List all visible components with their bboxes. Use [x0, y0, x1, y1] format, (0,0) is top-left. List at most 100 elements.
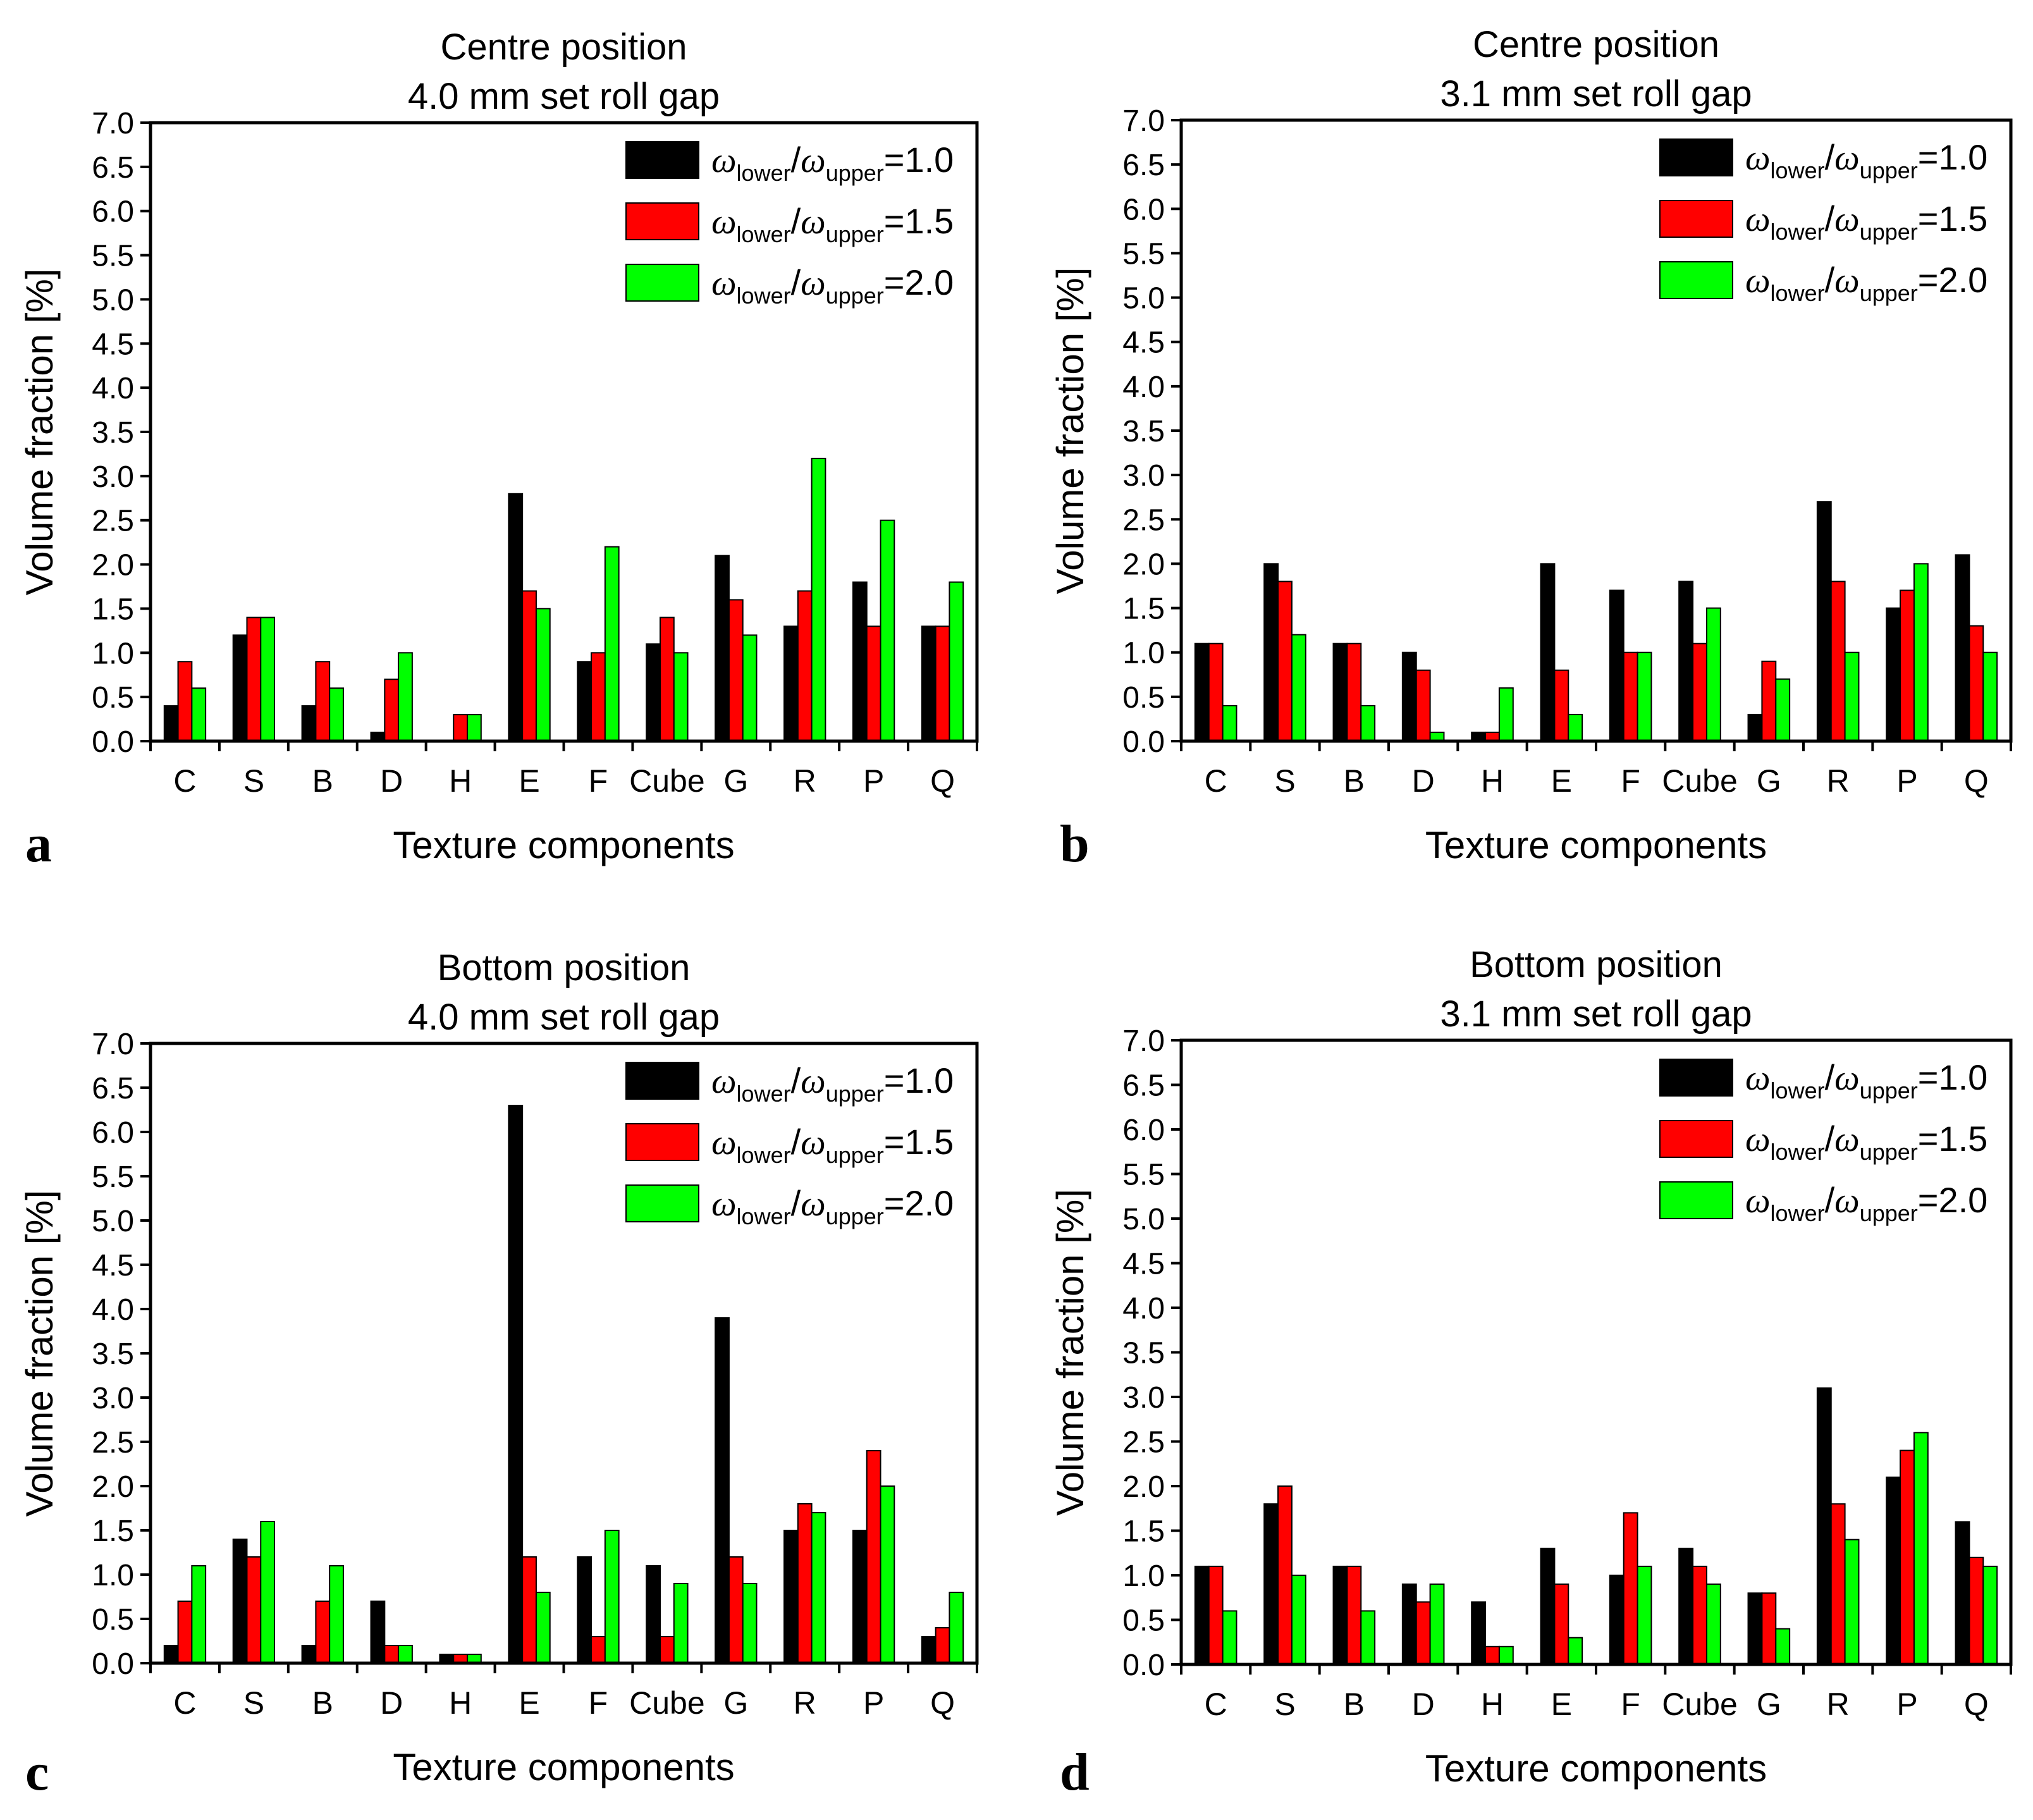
bar-F-series2 [591, 652, 606, 742]
bar-R-series3 [811, 1512, 826, 1664]
y-tick-label: 5.0 [1122, 1203, 1165, 1236]
bar-G-series3 [742, 1583, 758, 1664]
x-axis-label: Texture components [393, 824, 734, 866]
x-tick-label-D: D [380, 1685, 403, 1721]
x-tick-label-P: P [1896, 1687, 1917, 1722]
legend-label-series2: ωlower/ωupper=1.5 [711, 1122, 954, 1168]
y-tick-label: 3.5 [1122, 415, 1165, 448]
bar-H-series2 [453, 714, 469, 742]
panel-letter: c [25, 1743, 49, 1802]
bar-E-series2 [522, 590, 537, 742]
bar-Q-series2 [1969, 625, 1984, 742]
legend-omega: ω [801, 1184, 826, 1224]
x-tick-label-C: C [173, 763, 196, 799]
bar-B-series3 [329, 687, 344, 742]
bar-C-series1 [1194, 1565, 1210, 1665]
x-tick-label-S: S [243, 763, 264, 799]
legend-label-series1: ωlower/ωupper=1.0 [1745, 137, 1987, 183]
bar-F-series1 [577, 661, 593, 742]
legend-sub-upper: upper [1860, 280, 1918, 306]
bar-D-series1 [1401, 651, 1417, 742]
bar-P-series1 [1886, 1476, 1901, 1665]
bar-P-series2 [866, 1450, 881, 1664]
legend: ωlower/ωupper=1.0ωlower/ωupper=1.5ωlower… [625, 1061, 954, 1229]
bar-C-series2 [1208, 1565, 1224, 1665]
x-tick-label-H: H [449, 763, 472, 799]
legend-swatch-series1 [1659, 1059, 1733, 1097]
legend-omega: ω [711, 1062, 737, 1101]
bar-S-series3 [260, 617, 276, 742]
legend-sub-upper: upper [1860, 1139, 1918, 1165]
bar-D-series3 [398, 1645, 413, 1664]
legend-sub-lower: lower [1771, 1139, 1825, 1165]
x-tick-label-F: F [1621, 1687, 1640, 1722]
bar-P-series3 [1913, 1432, 1929, 1665]
bar-R-series2 [1830, 581, 1846, 742]
y-tick-label: 3.0 [1122, 1381, 1165, 1415]
legend-swatch-series2 [1659, 1120, 1733, 1158]
y-tick-label: 0.0 [92, 725, 134, 759]
bar-E-series3 [535, 608, 551, 742]
chart-title-line2: 3.1 mm set roll gap [1440, 993, 1752, 1035]
x-tick-label-B: B [312, 1685, 333, 1721]
x-tick-label-Cube: Cube [1662, 1687, 1738, 1722]
bar-B-series2 [1346, 643, 1362, 742]
bar-D-series2 [1415, 669, 1431, 742]
legend-slash: / [1825, 1057, 1835, 1097]
x-axis-label: Texture components [393, 1746, 734, 1788]
bar-Q-series3 [1982, 651, 1998, 742]
bar-R-series2 [1830, 1503, 1846, 1665]
bar-P-series2 [1900, 589, 1915, 742]
y-tick-label: 6.0 [1122, 1114, 1165, 1147]
legend-sub-upper: upper [826, 283, 884, 309]
plot-frame [1179, 1038, 2013, 1666]
y-axis-label: Volume fraction [%] [1049, 1189, 1091, 1516]
y-tick-label: 1.5 [1122, 1515, 1165, 1549]
bar-E-series1 [1540, 563, 1556, 742]
y-tick-label: 0.0 [1122, 1649, 1165, 1682]
legend-label-series2: ωlower/ωupper=1.5 [1745, 1119, 1987, 1165]
bar-F-series2 [591, 1636, 606, 1664]
legend-swatch-series3 [625, 264, 699, 302]
y-tick-label: 1.0 [1122, 1559, 1165, 1593]
bar-P-series2 [1900, 1449, 1915, 1666]
x-tick-label-E: E [1551, 763, 1572, 799]
x-axis-label: Texture components [1425, 824, 1767, 866]
legend-swatch-series3 [1659, 1181, 1733, 1219]
y-axis-label: Volume fraction [%] [1049, 267, 1091, 594]
legend-omega: ω [801, 264, 826, 303]
bar-G-series2 [728, 1556, 744, 1664]
bar-Q-series1 [1955, 554, 1970, 742]
x-tick-label-B: B [1344, 763, 1365, 799]
legend-swatch-series1 [1659, 138, 1733, 176]
bar-Q-series2 [935, 625, 950, 742]
y-tick-label: 1.5 [92, 1515, 134, 1548]
legend-sub-lower: lower [737, 1142, 791, 1168]
bar-R-series1 [783, 625, 799, 742]
legend-omega: ω [1745, 200, 1771, 239]
x-tick-label-D: D [1412, 763, 1435, 799]
bar-R-series1 [783, 1530, 799, 1664]
x-tick-label-G: G [723, 1685, 748, 1721]
panel-letter: a [25, 815, 52, 873]
legend-sub-upper: upper [826, 1142, 884, 1168]
bar-E-series2 [1554, 669, 1569, 742]
legend-sub-lower: lower [1771, 157, 1825, 183]
bar-C-series2 [177, 1601, 193, 1664]
y-tick-label: 0.5 [1122, 681, 1165, 715]
x-tick-label-Q: Q [930, 1685, 955, 1721]
legend-label-series1: ωlower/ωupper=1.0 [711, 1061, 954, 1107]
chart-title-line1: Centre position [1473, 24, 1719, 65]
legend-swatch-series3 [1659, 261, 1733, 299]
y-tick-label: 6.5 [1122, 1069, 1165, 1103]
legend-omega: ω [1745, 261, 1771, 300]
bar-Cube-series3 [673, 1583, 689, 1664]
y-tick-label: 6.0 [92, 195, 134, 229]
bar-H-series3 [467, 714, 482, 742]
y-tick-label: 1.0 [92, 1559, 134, 1592]
legend-slash: / [1825, 1119, 1835, 1159]
y-axis-label: Volume fraction [%] [18, 1190, 61, 1517]
bar-Q-series1 [921, 625, 937, 742]
y-tick-label: 2.5 [1122, 1426, 1165, 1460]
